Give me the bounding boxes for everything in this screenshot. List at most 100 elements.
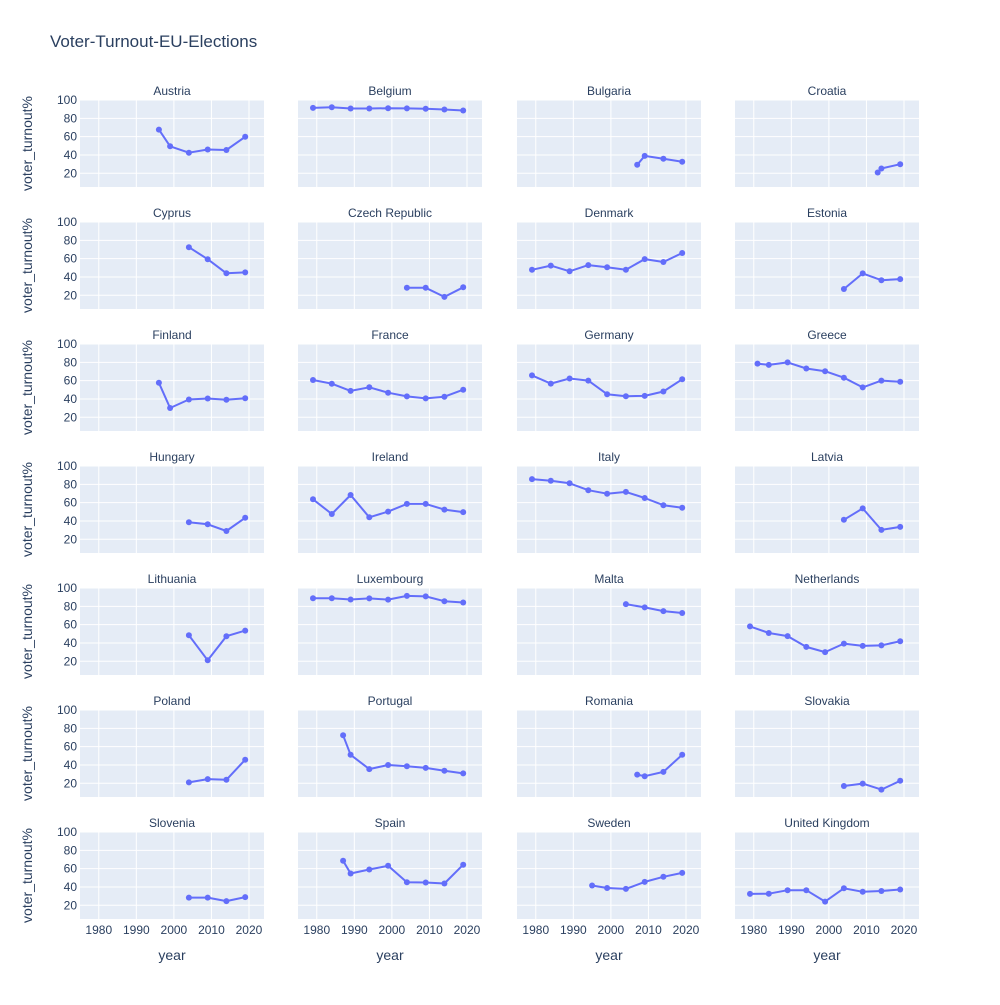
- data-point: [622, 885, 629, 892]
- panel-title: Slovakia: [804, 694, 850, 708]
- x-axis-label: year: [376, 947, 404, 963]
- x-tick-label: 2010: [416, 923, 443, 937]
- y-tick-label: 100: [57, 581, 77, 595]
- data-point: [155, 379, 162, 386]
- data-point: [347, 870, 354, 877]
- data-point: [679, 250, 686, 256]
- data-point: [604, 490, 611, 497]
- panel-title: Czech Republic: [348, 206, 432, 220]
- panel-background: [80, 344, 264, 431]
- data-point: [422, 593, 429, 600]
- data-point: [204, 776, 211, 783]
- series-line: [188, 896, 246, 903]
- series-line: [188, 629, 246, 662]
- x-tick-label: 1990: [778, 923, 805, 937]
- data-point: [641, 256, 648, 263]
- data-point: [385, 105, 392, 112]
- data-point: [840, 374, 847, 381]
- data-point: [185, 632, 192, 639]
- y-tick-label: 60: [64, 496, 78, 510]
- y-tick-label: 20: [64, 776, 78, 790]
- data-point: [859, 642, 866, 649]
- data-point: [385, 762, 392, 768]
- panel-title: Cyprus: [153, 206, 191, 220]
- data-point: [441, 293, 448, 300]
- y-tick-label: 20: [64, 410, 78, 424]
- data-point: [328, 104, 335, 111]
- y-tick-label: 60: [64, 740, 78, 754]
- data-point: [441, 598, 448, 605]
- data-point: [441, 506, 448, 513]
- data-point: [366, 384, 373, 391]
- data-point: [385, 862, 392, 869]
- panel-background: [298, 222, 482, 309]
- data-point: [460, 284, 467, 291]
- x-tick-label: 2010: [853, 923, 880, 937]
- data-point: [242, 627, 249, 634]
- data-point: [822, 368, 829, 375]
- data-point: [460, 861, 467, 868]
- data-point: [185, 396, 192, 403]
- data-point: [566, 375, 573, 382]
- y-tick-label: 100: [57, 337, 77, 351]
- y-tick-label: 40: [64, 636, 78, 650]
- data-point: [803, 887, 810, 894]
- data-point: [679, 751, 686, 758]
- y-tick-label: 60: [64, 130, 78, 144]
- data-point: [204, 657, 211, 664]
- y-tick-label: 60: [64, 862, 78, 876]
- y-tick-label: 80: [64, 233, 78, 247]
- data-point: [840, 640, 847, 647]
- series-line: [843, 779, 901, 791]
- y-tick-label: 100: [57, 825, 77, 839]
- data-point: [223, 396, 230, 403]
- data-point: [641, 604, 648, 611]
- data-point: [347, 387, 354, 394]
- y-axis-label: voter_turnout%: [19, 96, 35, 191]
- x-tick-label: 1980: [740, 923, 767, 937]
- panel-background: [735, 466, 919, 553]
- data-point: [660, 502, 667, 509]
- data-point: [897, 378, 904, 385]
- data-point: [878, 526, 885, 533]
- data-point: [679, 376, 686, 383]
- x-tick-label: 2020: [673, 923, 700, 937]
- data-point: [347, 596, 354, 603]
- data-point: [204, 146, 211, 153]
- x-axis-label: year: [595, 947, 623, 963]
- panel-background: [80, 710, 264, 797]
- data-point: [403, 105, 410, 112]
- data-point: [441, 880, 448, 887]
- data-point: [547, 262, 554, 269]
- data-point: [310, 104, 316, 111]
- x-tick-label: 1990: [341, 923, 368, 937]
- y-axis-label: voter_turnout%: [19, 462, 35, 557]
- panel-title: Romania: [585, 694, 633, 708]
- data-point: [422, 879, 429, 886]
- panel-title: Bulgaria: [587, 84, 631, 98]
- data-point: [385, 389, 392, 396]
- panel-title: Estonia: [807, 206, 847, 220]
- data-point: [634, 161, 641, 168]
- panel-background: [735, 344, 919, 431]
- panel-background: [298, 100, 482, 187]
- data-point: [460, 509, 467, 516]
- data-point: [859, 888, 866, 895]
- panel-background: [517, 588, 701, 675]
- y-tick-label: 80: [64, 111, 78, 125]
- y-tick-label: 100: [57, 703, 77, 717]
- series-line: [636, 753, 683, 778]
- data-point: [878, 377, 885, 384]
- x-tick-label: 2020: [236, 923, 263, 937]
- data-point: [366, 105, 373, 112]
- y-axis-label: voter_turnout%: [19, 218, 35, 313]
- data-point: [679, 504, 686, 511]
- series-line: [406, 286, 464, 298]
- x-tick-label: 1980: [85, 923, 112, 937]
- panel-title: Greece: [807, 328, 847, 342]
- data-point: [641, 152, 648, 159]
- panel-title: Slovenia: [149, 816, 195, 830]
- data-point: [765, 630, 772, 636]
- x-tick-label: 2000: [598, 923, 625, 937]
